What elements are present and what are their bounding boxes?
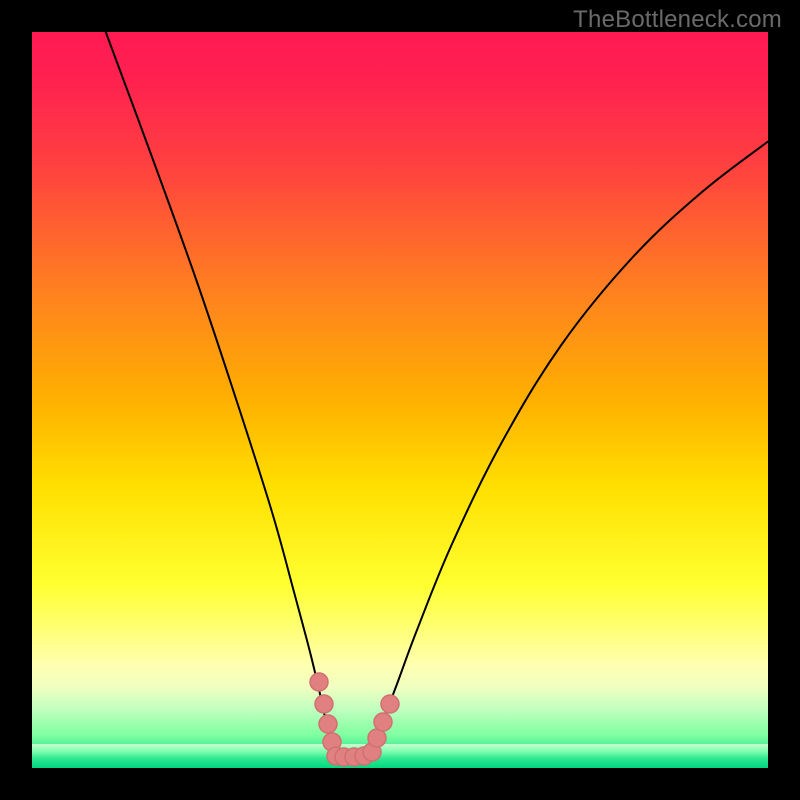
data-marker — [315, 695, 333, 713]
data-marker — [374, 713, 392, 731]
plot-area — [32, 32, 768, 768]
data-marker — [310, 673, 328, 691]
curve — [370, 140, 770, 754]
data-marker — [381, 695, 399, 713]
curve — [105, 30, 334, 754]
chart-svg — [32, 32, 768, 768]
data-marker — [319, 715, 337, 733]
watermark-text: TheBottleneck.com — [573, 6, 782, 34]
